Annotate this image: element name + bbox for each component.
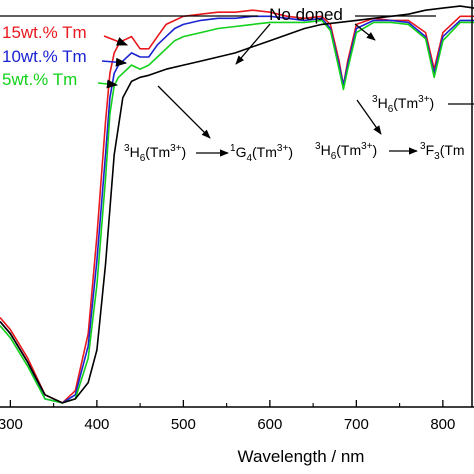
h6-f3-label: 3H6(Tm3+) [315,141,377,162]
x-tick-label: 300 [0,416,23,433]
annotations: No doped 3H6(Tm3+) 1G4(Tm3+) 3H6(Tm3+) 3… [0,5,474,164]
no-doped-arrow-2 [354,23,376,41]
f3-label: 3F3(Tm [420,141,465,162]
legend-label-15wt: 15wt.% Tm [2,23,87,42]
g4-label: 1G4(Tm3+) [230,143,293,164]
legend-label-10wt: 10wt.% Tm [2,47,87,66]
x-axis-title: Wavelength / nm [238,447,365,466]
x-tick-label: 400 [84,416,109,433]
series-line-5wt-tm [0,19,474,404]
legend-arrow-15wt [103,35,129,46]
g4-pointer-arrow [157,85,211,139]
series-line-15wt-tm [0,9,474,404]
no-doped-label: No doped [269,5,343,24]
no-doped-arrow [235,23,271,65]
x-tick-label: 700 [344,416,369,433]
legend: 15wt.% Tm 10wt.% Tm 5wt.% Tm [2,23,129,89]
legend-label-5wt: 5wt.% Tm [2,70,77,89]
x-tick-label: 600 [257,416,282,433]
legend-arrow-10wt [101,57,128,67]
x-tick-label: 500 [171,416,196,433]
series-line-10wt-tm [0,15,474,404]
series-line-no-doped [0,5,474,404]
f3-pointer-arrow [356,99,382,135]
h6-third-label: 3H6(Tm3+) [372,94,434,115]
x-tick-label: 800 [430,416,455,433]
series-layer [0,5,474,404]
legend-arrow-5wt [97,79,119,89]
x-axis-ticks: 300 400 500 600 700 800 [0,400,455,433]
h6-g4-label: 3H6(Tm3+) [124,143,186,164]
